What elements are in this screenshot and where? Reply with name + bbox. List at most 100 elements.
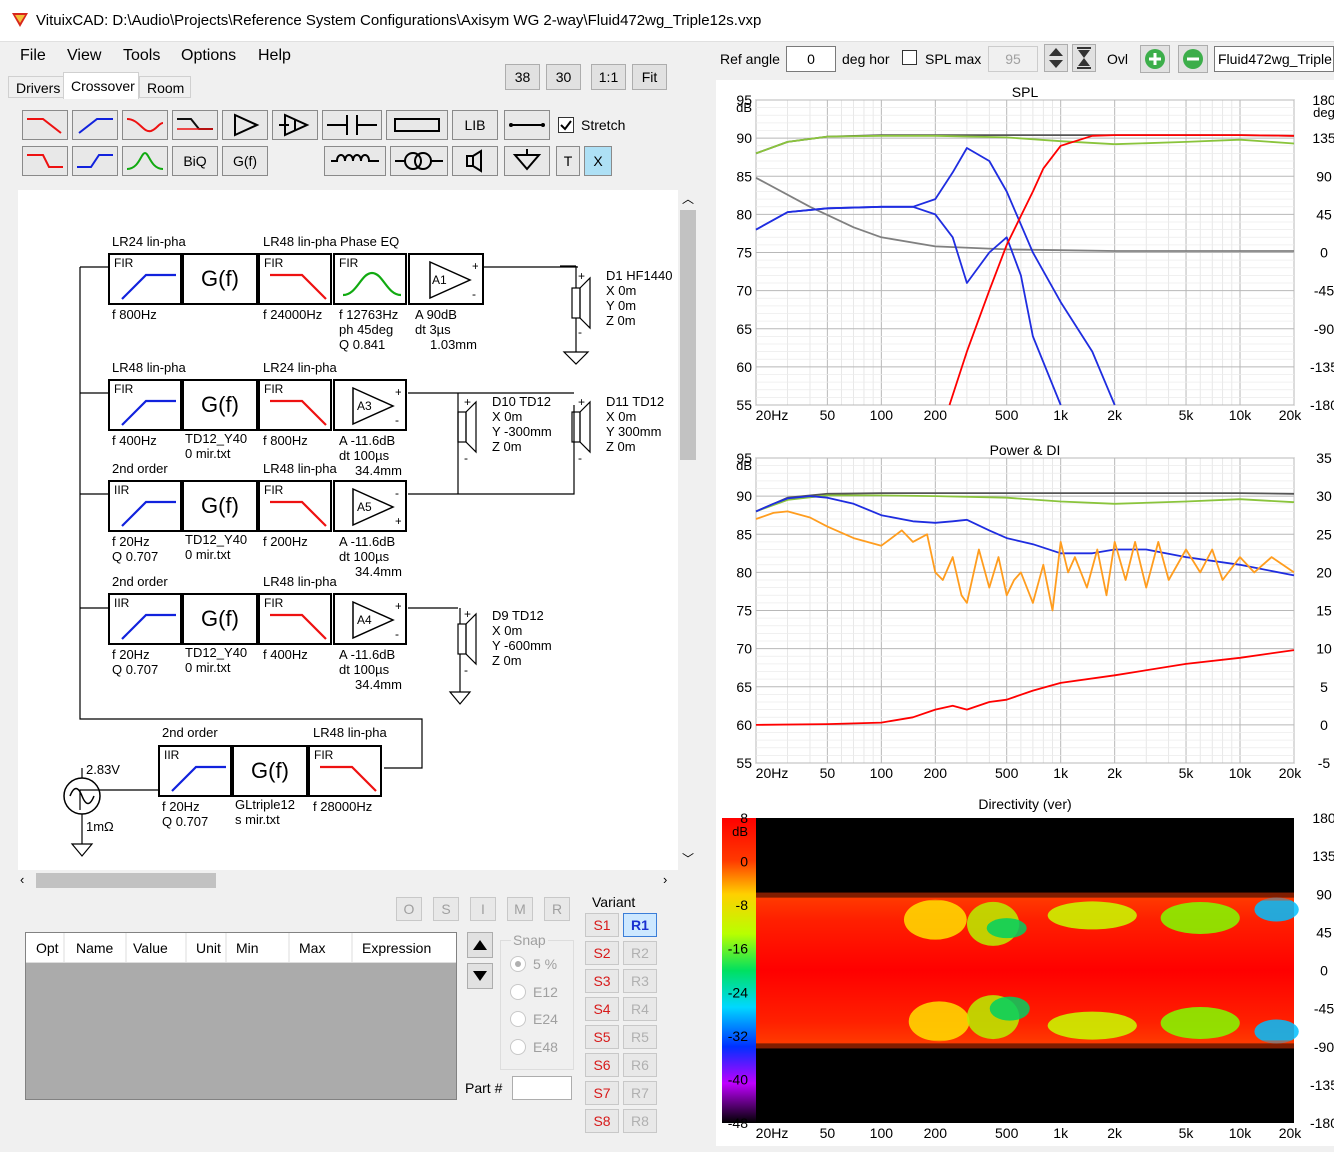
overlay-file-input[interactable]: Fluid472wg_Triple1 xyxy=(1214,46,1334,72)
bandpass-button[interactable] xyxy=(122,146,168,176)
highpass-button[interactable] xyxy=(72,110,118,140)
fir-lowpass-block[interactable]: FIR xyxy=(258,480,332,532)
gf-block[interactable]: G(f) xyxy=(182,379,258,431)
amp-a4-block[interactable]: + - A4 xyxy=(333,593,407,645)
horizontal-scrollbar[interactable]: ‹ › xyxy=(18,870,678,890)
lowpass-button[interactable] xyxy=(22,110,68,140)
ground-button[interactable] xyxy=(504,146,550,176)
resistor-button[interactable] xyxy=(386,110,448,140)
opt-o-button[interactable]: O xyxy=(396,897,422,921)
iir-highpass-block[interactable]: IIR xyxy=(158,745,232,797)
variant-r8-button[interactable]: R8 xyxy=(623,1109,657,1133)
text-button[interactable]: T xyxy=(556,146,580,176)
variant-r2-button[interactable]: R2 xyxy=(623,941,657,965)
biquad-button[interactable]: BiQ xyxy=(172,146,218,176)
menu-help[interactable]: Help xyxy=(258,47,291,64)
variant-s7-button[interactable]: S7 xyxy=(585,1081,619,1105)
zoom-30-button[interactable]: 30 xyxy=(546,64,581,90)
move-down-button[interactable] xyxy=(467,963,493,989)
gf-block[interactable]: G(f) xyxy=(182,480,258,532)
spl-max-input[interactable]: 95 xyxy=(988,46,1038,72)
opt-r-button[interactable]: R xyxy=(544,897,570,921)
overlay-add-button[interactable] xyxy=(1140,45,1170,73)
variant-s4-button[interactable]: S4 xyxy=(585,997,619,1021)
variant-s3-button[interactable]: S3 xyxy=(585,969,619,993)
snap-e48-radio[interactable] xyxy=(510,1039,526,1055)
delay-button[interactable] xyxy=(272,110,318,140)
capacitor-button[interactable] xyxy=(322,110,382,140)
gf-block[interactable]: G(f) xyxy=(182,593,258,645)
snap-e12-radio[interactable] xyxy=(510,984,526,1000)
gf-block[interactable]: G(f) xyxy=(232,745,308,797)
transformer-button[interactable] xyxy=(390,146,448,176)
driver-button[interactable] xyxy=(452,146,498,176)
menu-tools[interactable]: Tools xyxy=(123,47,161,64)
snap-5pct-radio[interactable] xyxy=(510,956,526,972)
amp-a3-block[interactable]: + - A3 xyxy=(333,379,407,431)
col-min[interactable]: Min xyxy=(236,940,259,956)
gf-block[interactable]: G(f) xyxy=(182,253,258,305)
menu-options[interactable]: Options xyxy=(181,47,237,64)
col-name[interactable]: Name xyxy=(76,940,114,956)
amp-a1-block[interactable]: + - A1 xyxy=(408,253,484,305)
ref-angle-input[interactable]: 0 xyxy=(786,46,836,72)
scroll-right-icon[interactable]: › xyxy=(663,872,668,887)
scroll-down-icon[interactable]: ﹀ xyxy=(682,852,695,866)
stretch-checkbox[interactable] xyxy=(558,117,574,133)
variant-r3-button[interactable]: R3 xyxy=(623,969,657,993)
fir-lowpass-block[interactable]: FIR xyxy=(308,745,382,797)
overlay-remove-button[interactable] xyxy=(1178,45,1208,73)
gf-button[interactable]: G(f) xyxy=(222,146,268,176)
vertical-scrollbar[interactable]: ︿ ﹀ xyxy=(678,190,698,870)
variant-s5-button[interactable]: S5 xyxy=(585,1025,619,1049)
variant-r7-button[interactable]: R7 xyxy=(623,1081,657,1105)
iir-highpass-block[interactable]: IIR xyxy=(108,480,182,532)
variant-r1-button[interactable]: R1 xyxy=(623,913,657,937)
variant-s2-button[interactable]: S2 xyxy=(585,941,619,965)
fir-peq-block[interactable]: FIR xyxy=(333,253,407,305)
scroll-up-icon[interactable]: ︿ xyxy=(682,192,695,206)
delete-button[interactable]: X xyxy=(584,146,612,176)
spin-limit-button[interactable] xyxy=(1072,44,1096,72)
amplifier-button[interactable] xyxy=(222,110,268,140)
opt-m-button[interactable]: M xyxy=(507,897,533,921)
variant-r4-button[interactable]: R4 xyxy=(623,997,657,1021)
variant-r5-button[interactable]: R5 xyxy=(623,1025,657,1049)
menu-view[interactable]: View xyxy=(67,47,102,64)
variant-s6-button[interactable]: S6 xyxy=(585,1053,619,1077)
wire-button[interactable] xyxy=(504,110,550,140)
parameter-table[interactable]: Opt Name Value Unit Min Max Expression xyxy=(25,932,457,1100)
tab-crossover[interactable]: Crossover xyxy=(63,72,139,99)
spl-max-checkbox[interactable] xyxy=(902,50,917,65)
fir-lowpass-block[interactable]: FIR xyxy=(258,379,332,431)
shelf-button[interactable] xyxy=(172,110,218,140)
col-unit[interactable]: Unit xyxy=(196,940,221,956)
amp-a5-block[interactable]: - + A5 xyxy=(333,480,407,532)
zoom-fit-button[interactable]: Fit xyxy=(632,64,667,90)
menu-file[interactable]: File xyxy=(20,47,46,64)
variant-r6-button[interactable]: R6 xyxy=(623,1053,657,1077)
col-max[interactable]: Max xyxy=(299,940,326,956)
fir-lowpass-block[interactable]: FIR xyxy=(258,253,332,305)
scroll-thumb[interactable] xyxy=(680,210,696,460)
move-up-button[interactable] xyxy=(467,932,493,958)
spin-updown-button[interactable] xyxy=(1044,44,1068,72)
inductor-button[interactable] xyxy=(324,146,386,176)
opt-i-button[interactable]: I xyxy=(470,897,496,921)
col-value[interactable]: Value xyxy=(133,940,168,956)
variant-s1-button[interactable]: S1 xyxy=(585,913,619,937)
part-input[interactable] xyxy=(512,1076,572,1100)
zoom-1to1-button[interactable]: 1:1 xyxy=(591,64,626,90)
iir-highpass-block[interactable]: IIR xyxy=(108,593,182,645)
highpass2-button[interactable] xyxy=(72,146,118,176)
snap-e24-radio[interactable] xyxy=(510,1011,526,1027)
fir-highpass-block[interactable]: FIR xyxy=(108,253,182,305)
fir-highpass-block[interactable]: FIR xyxy=(108,379,182,431)
tab-room[interactable]: Room xyxy=(139,76,191,98)
opt-s-button[interactable]: S xyxy=(433,897,459,921)
bandstop-button[interactable] xyxy=(122,110,168,140)
fir-lowpass-block[interactable]: FIR xyxy=(258,593,332,645)
lowpass2-button[interactable] xyxy=(22,146,68,176)
zoom-38-button[interactable]: 38 xyxy=(505,64,540,90)
col-expression[interactable]: Expression xyxy=(362,940,432,956)
